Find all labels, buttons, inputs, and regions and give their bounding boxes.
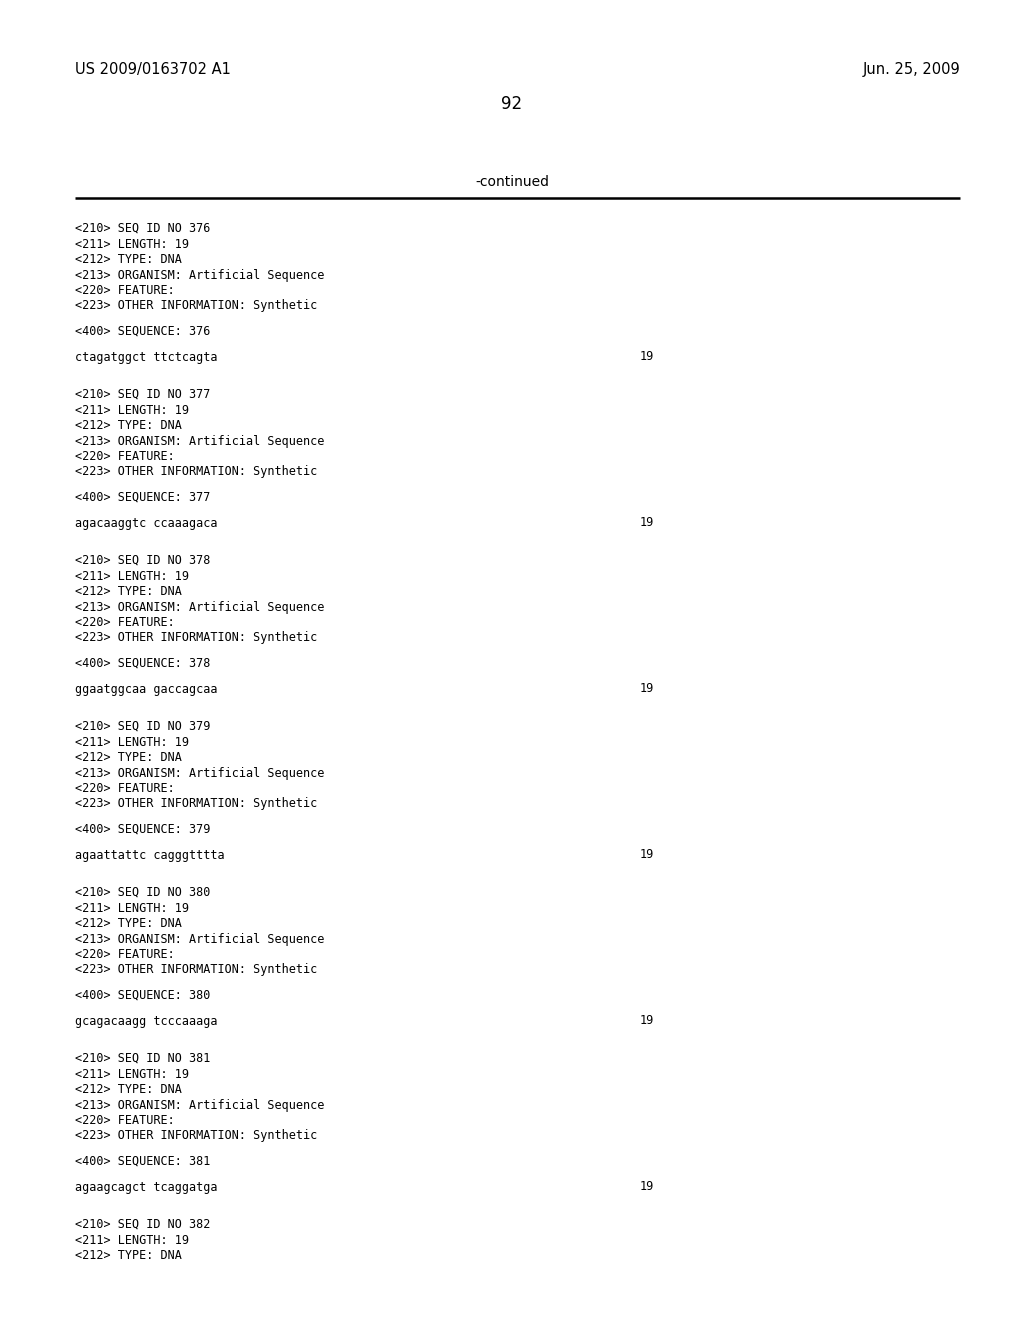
- Text: Jun. 25, 2009: Jun. 25, 2009: [862, 62, 961, 77]
- Text: -continued: -continued: [475, 176, 549, 189]
- Text: <220> FEATURE:: <220> FEATURE:: [75, 1114, 175, 1127]
- Text: <211> LENGTH: 19: <211> LENGTH: 19: [75, 902, 189, 915]
- Text: <213> ORGANISM: Artificial Sequence: <213> ORGANISM: Artificial Sequence: [75, 932, 325, 945]
- Text: <212> TYPE: DNA: <212> TYPE: DNA: [75, 1082, 182, 1096]
- Text: <220> FEATURE:: <220> FEATURE:: [75, 284, 175, 297]
- Text: ctagatggct ttctcagta: ctagatggct ttctcagta: [75, 351, 217, 363]
- Text: <210> SEQ ID NO 382: <210> SEQ ID NO 382: [75, 1218, 210, 1232]
- Text: agaattattc cagggtttta: agaattattc cagggtttta: [75, 849, 224, 862]
- Text: <211> LENGTH: 19: <211> LENGTH: 19: [75, 569, 189, 582]
- Text: <220> FEATURE:: <220> FEATURE:: [75, 450, 175, 463]
- Text: <211> LENGTH: 19: <211> LENGTH: 19: [75, 735, 189, 748]
- Text: 19: 19: [640, 516, 654, 529]
- Text: 19: 19: [640, 1180, 654, 1193]
- Text: <212> TYPE: DNA: <212> TYPE: DNA: [75, 253, 182, 267]
- Text: <213> ORGANISM: Artificial Sequence: <213> ORGANISM: Artificial Sequence: [75, 268, 325, 281]
- Text: <400> SEQUENCE: 377: <400> SEQUENCE: 377: [75, 491, 210, 504]
- Text: <212> TYPE: DNA: <212> TYPE: DNA: [75, 585, 182, 598]
- Text: <220> FEATURE:: <220> FEATURE:: [75, 616, 175, 630]
- Text: <400> SEQUENCE: 379: <400> SEQUENCE: 379: [75, 822, 210, 836]
- Text: 19: 19: [640, 351, 654, 363]
- Text: <210> SEQ ID NO 381: <210> SEQ ID NO 381: [75, 1052, 210, 1065]
- Text: <212> TYPE: DNA: <212> TYPE: DNA: [75, 917, 182, 931]
- Text: <210> SEQ ID NO 379: <210> SEQ ID NO 379: [75, 719, 210, 733]
- Text: ggaatggcaa gaccagcaa: ggaatggcaa gaccagcaa: [75, 682, 217, 696]
- Text: gcagacaagg tcccaaaga: gcagacaagg tcccaaaga: [75, 1015, 217, 1027]
- Text: <223> OTHER INFORMATION: Synthetic: <223> OTHER INFORMATION: Synthetic: [75, 964, 317, 977]
- Text: <211> LENGTH: 19: <211> LENGTH: 19: [75, 1068, 189, 1081]
- Text: <400> SEQUENCE: 380: <400> SEQUENCE: 380: [75, 989, 210, 1002]
- Text: <210> SEQ ID NO 378: <210> SEQ ID NO 378: [75, 554, 210, 568]
- Text: 92: 92: [502, 95, 522, 114]
- Text: <213> ORGANISM: Artificial Sequence: <213> ORGANISM: Artificial Sequence: [75, 1098, 325, 1111]
- Text: <212> TYPE: DNA: <212> TYPE: DNA: [75, 418, 182, 432]
- Text: <211> LENGTH: 19: <211> LENGTH: 19: [75, 238, 189, 251]
- Text: 19: 19: [640, 682, 654, 696]
- Text: <223> OTHER INFORMATION: Synthetic: <223> OTHER INFORMATION: Synthetic: [75, 466, 317, 479]
- Text: <212> TYPE: DNA: <212> TYPE: DNA: [75, 751, 182, 764]
- Text: <223> OTHER INFORMATION: Synthetic: <223> OTHER INFORMATION: Synthetic: [75, 631, 317, 644]
- Text: <213> ORGANISM: Artificial Sequence: <213> ORGANISM: Artificial Sequence: [75, 434, 325, 447]
- Text: <212> TYPE: DNA: <212> TYPE: DNA: [75, 1249, 182, 1262]
- Text: <223> OTHER INFORMATION: Synthetic: <223> OTHER INFORMATION: Synthetic: [75, 300, 317, 313]
- Text: <210> SEQ ID NO 380: <210> SEQ ID NO 380: [75, 886, 210, 899]
- Text: <211> LENGTH: 19: <211> LENGTH: 19: [75, 1233, 189, 1246]
- Text: agaagcagct tcaggatga: agaagcagct tcaggatga: [75, 1180, 217, 1193]
- Text: 19: 19: [640, 849, 654, 862]
- Text: <223> OTHER INFORMATION: Synthetic: <223> OTHER INFORMATION: Synthetic: [75, 1130, 317, 1143]
- Text: <223> OTHER INFORMATION: Synthetic: <223> OTHER INFORMATION: Synthetic: [75, 797, 317, 810]
- Text: <220> FEATURE:: <220> FEATURE:: [75, 948, 175, 961]
- Text: <213> ORGANISM: Artificial Sequence: <213> ORGANISM: Artificial Sequence: [75, 767, 325, 780]
- Text: agacaaggtc ccaaagaca: agacaaggtc ccaaagaca: [75, 516, 217, 529]
- Text: <210> SEQ ID NO 377: <210> SEQ ID NO 377: [75, 388, 210, 401]
- Text: <400> SEQUENCE: 378: <400> SEQUENCE: 378: [75, 657, 210, 671]
- Text: 19: 19: [640, 1015, 654, 1027]
- Text: <400> SEQUENCE: 376: <400> SEQUENCE: 376: [75, 325, 210, 338]
- Text: <400> SEQUENCE: 381: <400> SEQUENCE: 381: [75, 1155, 210, 1168]
- Text: <213> ORGANISM: Artificial Sequence: <213> ORGANISM: Artificial Sequence: [75, 601, 325, 614]
- Text: <210> SEQ ID NO 376: <210> SEQ ID NO 376: [75, 222, 210, 235]
- Text: <220> FEATURE:: <220> FEATURE:: [75, 781, 175, 795]
- Text: US 2009/0163702 A1: US 2009/0163702 A1: [75, 62, 230, 77]
- Text: <211> LENGTH: 19: <211> LENGTH: 19: [75, 404, 189, 417]
